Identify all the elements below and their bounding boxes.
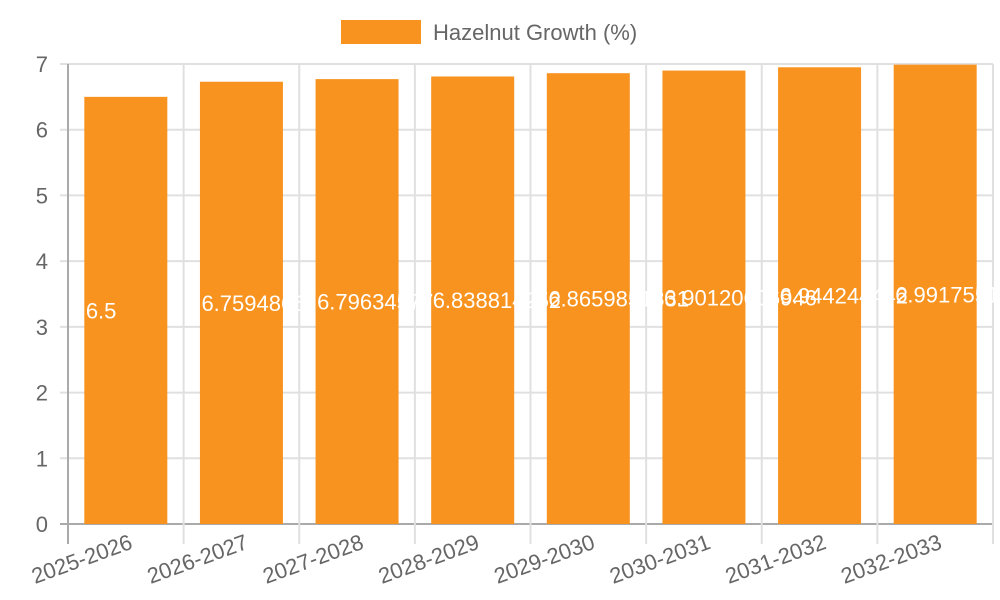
y-tick-label: 1 <box>36 446 48 471</box>
bar[interactable] <box>546 73 630 524</box>
legend-label[interactable]: Hazelnut Growth (%) <box>433 20 637 45</box>
bar[interactable] <box>315 79 399 524</box>
bar[interactable] <box>778 67 862 525</box>
legend-swatch[interactable] <box>341 20 421 44</box>
y-tick-label: 0 <box>36 512 48 537</box>
bar-value-label: 6.90120606946 <box>664 285 817 310</box>
bar[interactable] <box>84 96 168 524</box>
bar-value-label: 6.944244442 <box>780 284 908 309</box>
bar-value-label: 6.7594866 <box>201 291 305 316</box>
x-tick-label: 2032-2033 <box>837 529 944 588</box>
x-tick-label: 2028-2029 <box>375 529 482 588</box>
y-tick-label: 2 <box>36 381 48 406</box>
bar[interactable] <box>662 70 746 525</box>
bar-value-label: 6.991755102 <box>895 282 1000 307</box>
x-tick-label: 2027-2028 <box>259 529 366 588</box>
bar-value-label: 6.79634577 <box>317 290 433 315</box>
x-tick-label: 2026-2027 <box>144 529 251 588</box>
y-tick-label: 4 <box>36 249 48 274</box>
y-tick-label: 6 <box>36 118 48 143</box>
bar[interactable] <box>893 64 977 525</box>
bar[interactable] <box>199 81 283 524</box>
bar[interactable] <box>431 76 515 524</box>
bar-value-label: 6.838814252 <box>433 288 561 313</box>
y-tick-label: 7 <box>36 52 48 77</box>
x-tick-label: 2030-2031 <box>606 529 713 588</box>
y-tick-label: 5 <box>36 183 48 208</box>
y-tick-label: 3 <box>36 315 48 340</box>
x-tick-label: 2031-2032 <box>722 529 829 588</box>
x-tick-label: 2029-2030 <box>491 529 598 588</box>
bar-value-label: 6.8659851831 <box>548 287 689 312</box>
bar-value-label: 6.5 <box>86 298 117 323</box>
x-tick-label: 2025-2026 <box>28 529 135 588</box>
